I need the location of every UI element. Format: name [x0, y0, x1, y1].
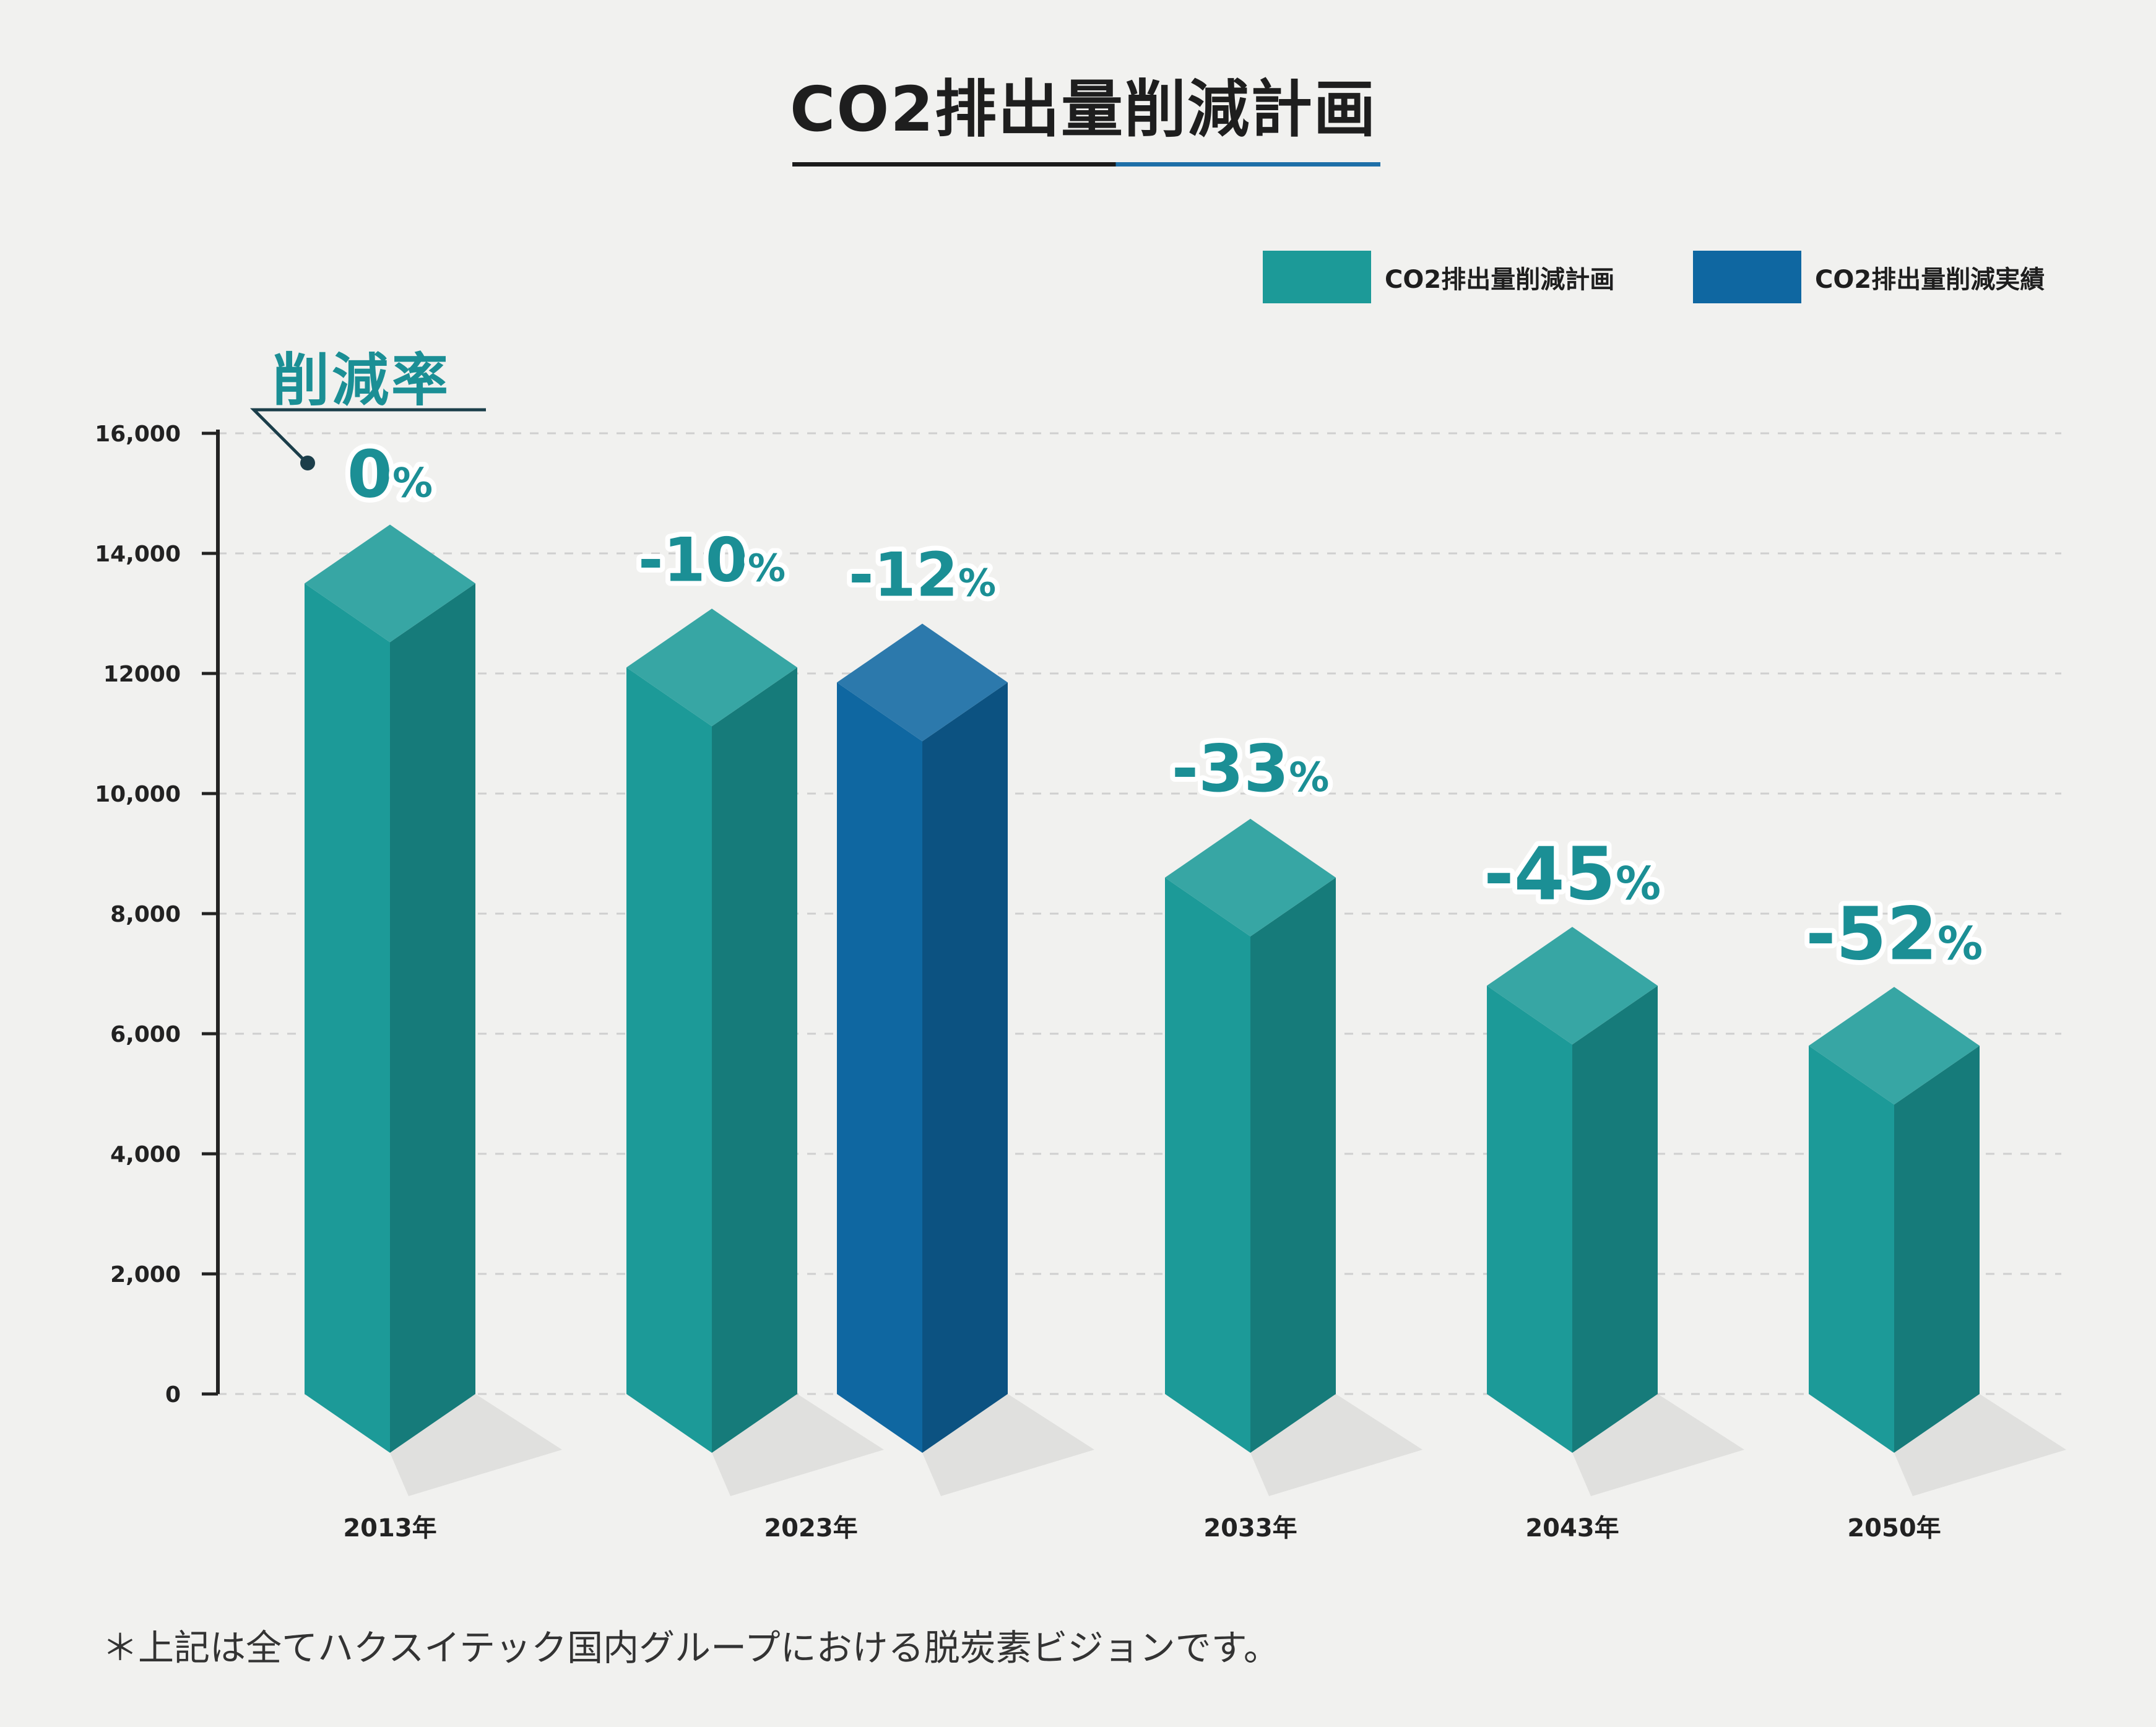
bar-left-face — [1487, 985, 1572, 1453]
y-tick-label: 8,000 — [110, 902, 181, 927]
bar-shadow — [712, 1394, 884, 1496]
bar-value-label: -33% — [1172, 731, 1330, 807]
bar-left-face — [305, 583, 390, 1453]
heading-pointer-line — [249, 408, 486, 461]
y-tick-label: 0 — [165, 1382, 181, 1408]
heading-pointer-dot — [300, 456, 315, 470]
y-tick-label: 4,000 — [110, 1142, 181, 1167]
legend-label-actual: CO2排出量削減実績 — [1815, 265, 2045, 294]
legend-label-plan: CO2排出量削減計画 — [1385, 265, 1615, 294]
legend-swatch-plan — [1263, 251, 1371, 303]
y-tick-label: 14,000 — [95, 542, 181, 567]
bar-shadow — [922, 1394, 1094, 1496]
y-tick-label: 6,000 — [110, 1022, 181, 1047]
x-tick-label: 2050年 — [1847, 1514, 1941, 1543]
y-tick-label: 12000 — [103, 662, 181, 687]
x-tick-label: 2013年 — [343, 1514, 436, 1543]
x-tick-label: 2043年 — [1525, 1514, 1619, 1543]
legend-item-plan: CO2排出量削減計画 — [1263, 251, 1614, 303]
bar-value-label: -10% — [638, 525, 786, 595]
bar-right-face — [1894, 1045, 1980, 1453]
bar-top-face — [1165, 818, 1336, 937]
bar-top-face — [305, 524, 475, 643]
legend-item-actual: CO2排出量削減実績 — [1693, 251, 2045, 303]
bar-top-face — [837, 623, 1008, 742]
bar-left-face — [1165, 877, 1250, 1453]
bar-shadow — [1894, 1394, 2066, 1496]
y-tick-label: 2,000 — [110, 1262, 181, 1288]
footnote: ＊上記は全てハクスイテック国内グループにおける脱炭素ビジョンです。 — [102, 1627, 1279, 1669]
y-tick-label: 10,000 — [95, 782, 181, 807]
bar-value-label: 0% — [347, 437, 433, 513]
bar-shadow — [1250, 1394, 1422, 1496]
bar-right-face — [922, 682, 1008, 1453]
bar-shadow — [390, 1394, 562, 1496]
bar-top-face — [1809, 987, 1980, 1105]
bar-top-face — [1487, 927, 1658, 1045]
bar-right-face — [390, 583, 475, 1453]
x-tick-label: 2023年 — [764, 1514, 857, 1543]
reduction-rate-heading: 削減率 — [272, 347, 451, 413]
y-tick-label: 16,000 — [95, 422, 181, 447]
bar-left-face — [837, 682, 922, 1453]
bar-top-face — [626, 608, 797, 727]
title-underline — [792, 162, 1380, 167]
bar-value-label: -12% — [849, 540, 996, 611]
bar-right-face — [712, 667, 797, 1453]
bar-right-face — [1572, 985, 1658, 1453]
bar-left-face — [1809, 1045, 1894, 1453]
chart-title: CO2排出量削減計画 — [790, 73, 1377, 145]
bar-right-face — [1250, 877, 1336, 1453]
x-tick-label: 2033年 — [1203, 1514, 1297, 1543]
bar-shadow — [1572, 1394, 1744, 1496]
bar-value-label: -45% — [1484, 831, 1661, 916]
legend-swatch-actual — [1693, 251, 1801, 303]
bar-value-label: -52% — [1806, 891, 1983, 976]
bar-left-face — [626, 667, 712, 1453]
